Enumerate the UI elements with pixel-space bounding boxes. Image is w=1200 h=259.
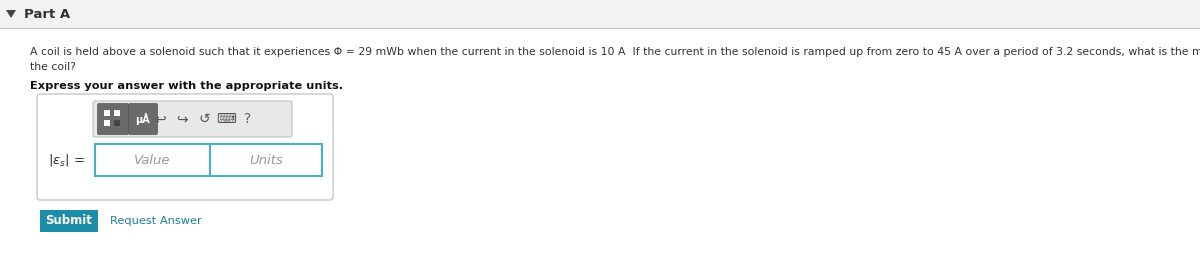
Text: ↩: ↩ [154,112,166,126]
Polygon shape [6,10,16,18]
FancyBboxPatch shape [128,104,157,134]
Text: μÅ: μÅ [136,113,150,125]
FancyBboxPatch shape [94,101,292,137]
Text: Submit: Submit [46,214,92,227]
Text: ⌨: ⌨ [216,112,236,126]
Bar [114,110,120,116]
FancyBboxPatch shape [97,104,128,134]
Bar [0,0,1200,28]
Text: |$\varepsilon_s$| =: |$\varepsilon_s$| = [48,152,85,168]
Text: the coil?: the coil? [30,62,76,72]
Text: A coil is held above a solenoid such that it experiences Φ = 29 mWb when the cur: A coil is held above a solenoid such tha… [30,47,1200,57]
FancyBboxPatch shape [40,210,98,232]
Text: Express your answer with the appropriate units.: Express your answer with the appropriate… [30,81,343,91]
Text: ↪: ↪ [176,112,188,126]
Text: Part A: Part A [24,8,70,20]
Text: Units: Units [250,154,283,167]
Bar [104,120,110,126]
Bar [114,120,120,126]
Text: Request Answer: Request Answer [110,216,202,226]
Bar [95,144,210,176]
Text: ?: ? [245,112,252,126]
Text: ↺: ↺ [198,112,210,126]
Bar [104,110,110,116]
FancyBboxPatch shape [37,94,334,200]
Text: Value: Value [134,154,170,167]
Bar [210,144,322,176]
